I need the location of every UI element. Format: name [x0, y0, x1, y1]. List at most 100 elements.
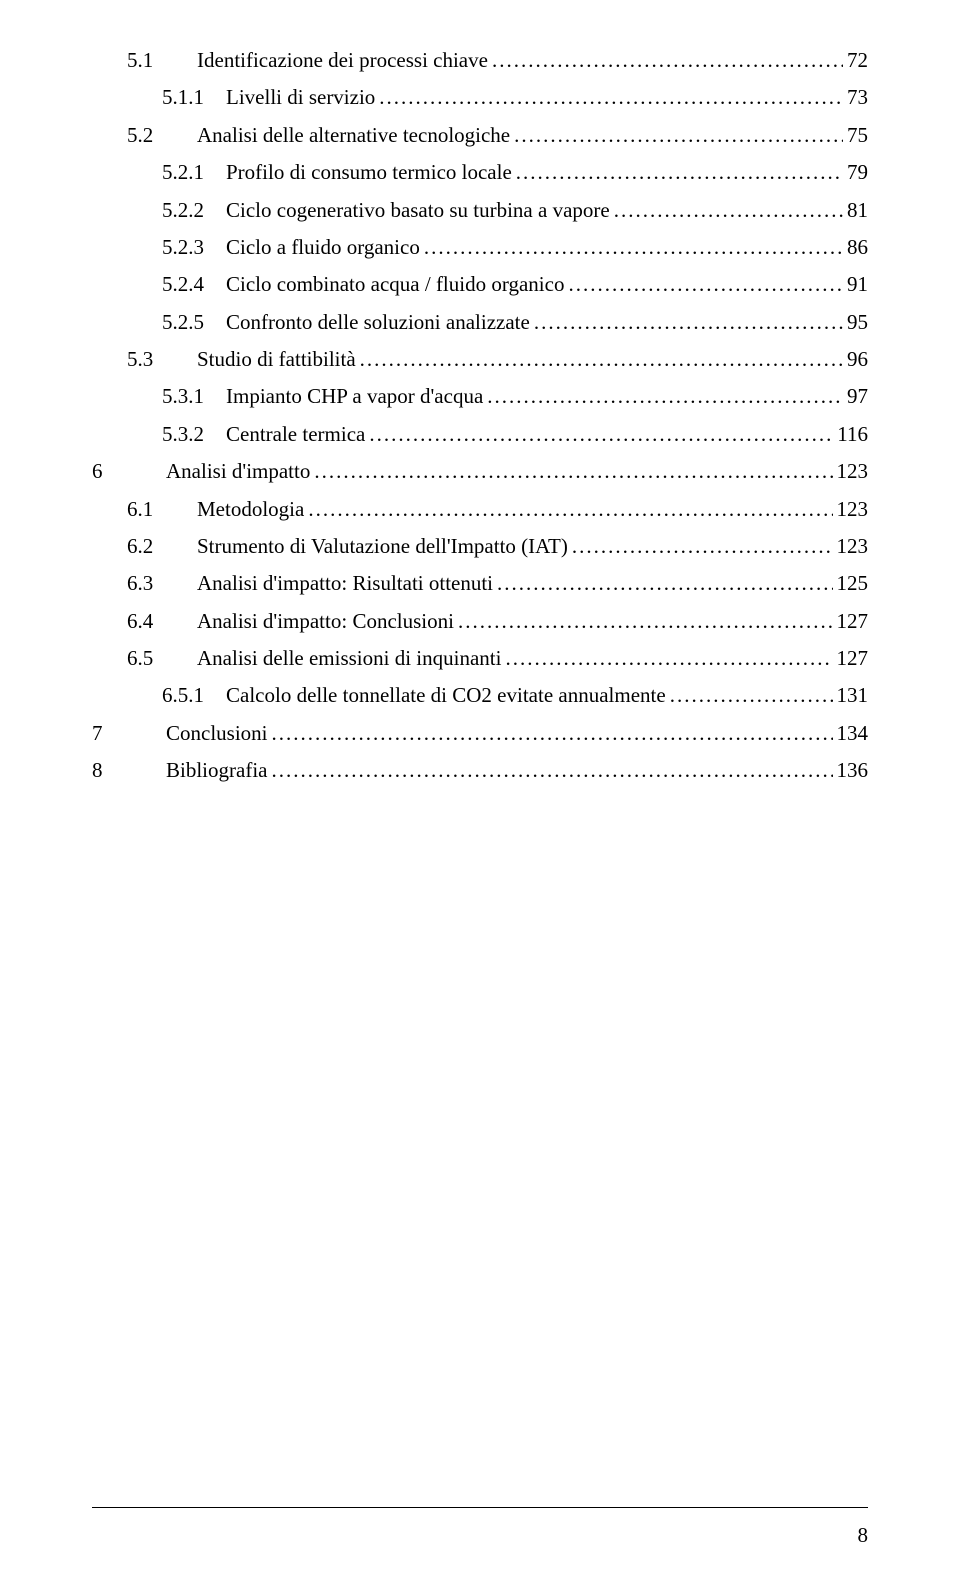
footer-rule [92, 1507, 868, 1508]
toc-entry-page: 86 [843, 229, 868, 266]
toc-entry-page: 127 [833, 603, 869, 640]
toc-leader-dots: ........................................… [267, 752, 832, 789]
toc-entry: 5.1.1Livelli di servizio................… [92, 79, 868, 116]
toc-entry-page: 123 [833, 453, 869, 490]
toc-entry-page: 75 [843, 117, 868, 154]
toc-leader-dots: ........................................… [488, 42, 843, 79]
toc-entry-page: 96 [843, 341, 868, 378]
toc-entry-number: 6 [92, 453, 166, 490]
toc-entry-page: 72 [843, 42, 868, 79]
toc-entry-number: 5.3 [127, 341, 197, 378]
toc-entry-title: Ciclo combinato acqua / fluido organico [226, 266, 564, 303]
toc-entry-number: 5.2.3 [162, 229, 226, 266]
toc-entry: 6.3Analisi d'impatto: Risultati ottenuti… [92, 565, 868, 602]
toc-entry-number: 6.5.1 [162, 677, 226, 714]
toc-entry-number: 7 [92, 715, 166, 752]
toc-entry: 6.1Metodologia..........................… [92, 491, 868, 528]
toc-entry-title: Profilo di consumo termico locale [226, 154, 512, 191]
toc-entry-number: 6.3 [127, 565, 197, 602]
toc-entry-page: 125 [833, 565, 869, 602]
table-of-contents: 5.1Identificazione dei processi chiave..… [92, 42, 868, 790]
toc-entry-page: 79 [843, 154, 868, 191]
toc-entry-title: Centrale termica [226, 416, 365, 453]
toc-leader-dots: ........................................… [512, 154, 843, 191]
toc-entry-title: Metodologia [197, 491, 304, 528]
toc-entry-title: Ciclo a fluido organico [226, 229, 420, 266]
toc-entry-title: Analisi delle emissioni di inquinanti [197, 640, 501, 677]
toc-leader-dots: ........................................… [610, 192, 843, 229]
toc-entry-title: Analisi d'impatto: Conclusioni [197, 603, 454, 640]
toc-leader-dots: ........................................… [493, 565, 832, 602]
toc-leader-dots: ........................................… [564, 266, 843, 303]
toc-leader-dots: ........................................… [375, 79, 843, 116]
toc-entry-number: 5.1.1 [162, 79, 226, 116]
toc-entry-number: 5.2 [127, 117, 197, 154]
toc-entry: 7Conclusioni............................… [92, 715, 868, 752]
toc-entry-number: 5.2.2 [162, 192, 226, 229]
toc-entry-number: 5.3.2 [162, 416, 226, 453]
toc-entry-page: 116 [833, 416, 868, 453]
toc-entry: 5.1Identificazione dei processi chiave..… [92, 42, 868, 79]
toc-leader-dots: ........................................… [356, 341, 843, 378]
toc-entry-number: 6.4 [127, 603, 197, 640]
toc-entry-title: Impianto CHP a vapor d'acqua [226, 378, 483, 415]
toc-entry-number: 6.2 [127, 528, 197, 565]
toc-entry-number: 5.1 [127, 42, 197, 79]
toc-entry: 8Bibliografia...........................… [92, 752, 868, 789]
toc-leader-dots: ........................................… [310, 453, 832, 490]
toc-entry-title: Conclusioni [166, 715, 268, 752]
toc-entry-title: Confronto delle soluzioni analizzate [226, 304, 530, 341]
toc-entry-number: 6.1 [127, 491, 197, 528]
toc-entry-number: 6.5 [127, 640, 197, 677]
toc-entry-page: 91 [843, 266, 868, 303]
toc-entry-page: 131 [833, 677, 869, 714]
toc-leader-dots: ........................................… [666, 677, 833, 714]
toc-entry: 5.2.5Confronto delle soluzioni analizzat… [92, 304, 868, 341]
toc-leader-dots: ........................................… [268, 715, 833, 752]
toc-entry: 6Analisi d'impatto......................… [92, 453, 868, 490]
toc-entry-title: Analisi delle alternative tecnologiche [197, 117, 510, 154]
toc-entry-title: Strumento di Valutazione dell'Impatto (I… [197, 528, 568, 565]
toc-entry-title: Livelli di servizio [226, 79, 375, 116]
toc-entry-number: 8 [92, 752, 166, 789]
toc-entry: 5.2.2Ciclo cogenerativo basato su turbin… [92, 192, 868, 229]
toc-entry: 5.3.2Centrale termica...................… [92, 416, 868, 453]
toc-entry-page: 123 [833, 528, 869, 565]
toc-entry-title: Analisi d'impatto [166, 453, 310, 490]
toc-leader-dots: ........................................… [568, 528, 833, 565]
toc-entry-title: Ciclo cogenerativo basato su turbina a v… [226, 192, 610, 229]
toc-entry-page: 73 [843, 79, 868, 116]
toc-entry: 5.3Studio di fattibilità................… [92, 341, 868, 378]
toc-leader-dots: ........................................… [454, 603, 833, 640]
toc-leader-dots: ........................................… [304, 491, 832, 528]
toc-entry: 6.2Strumento di Valutazione dell'Impatto… [92, 528, 868, 565]
toc-leader-dots: ........................................… [483, 378, 843, 415]
toc-entry-page: 97 [843, 378, 868, 415]
toc-leader-dots: ........................................… [501, 640, 832, 677]
toc-entry-number: 5.2.5 [162, 304, 226, 341]
toc-entry: 5.2Analisi delle alternative tecnologich… [92, 117, 868, 154]
toc-entry-title: Identificazione dei processi chiave [197, 42, 488, 79]
toc-entry: 6.5.1Calcolo delle tonnellate di CO2 evi… [92, 677, 868, 714]
toc-entry-page: 95 [843, 304, 868, 341]
toc-entry: 6.5Analisi delle emissioni di inquinanti… [92, 640, 868, 677]
toc-entry: 5.2.4Ciclo combinato acqua / fluido orga… [92, 266, 868, 303]
toc-entry-title: Analisi d'impatto: Risultati ottenuti [197, 565, 493, 602]
toc-entry-title: Bibliografia [166, 752, 267, 789]
toc-leader-dots: ........................................… [365, 416, 833, 453]
toc-entry: 6.4Analisi d'impatto: Conclusioni.......… [92, 603, 868, 640]
toc-entry-number: 5.3.1 [162, 378, 226, 415]
page-number: 8 [858, 1523, 869, 1548]
document-page: 5.1Identificazione dei processi chiave..… [0, 0, 960, 1578]
toc-leader-dots: ........................................… [510, 117, 843, 154]
toc-entry-title: Studio di fattibilità [197, 341, 356, 378]
toc-entry-page: 127 [833, 640, 869, 677]
toc-entry-title: Calcolo delle tonnellate di CO2 evitate … [226, 677, 666, 714]
toc-entry-page: 134 [833, 715, 869, 752]
toc-entry: 5.2.3Ciclo a fluido organico............… [92, 229, 868, 266]
toc-leader-dots: ........................................… [420, 229, 843, 266]
toc-entry-page: 81 [843, 192, 868, 229]
toc-entry-number: 5.2.4 [162, 266, 226, 303]
toc-leader-dots: ........................................… [530, 304, 843, 341]
toc-entry-page: 123 [833, 491, 869, 528]
